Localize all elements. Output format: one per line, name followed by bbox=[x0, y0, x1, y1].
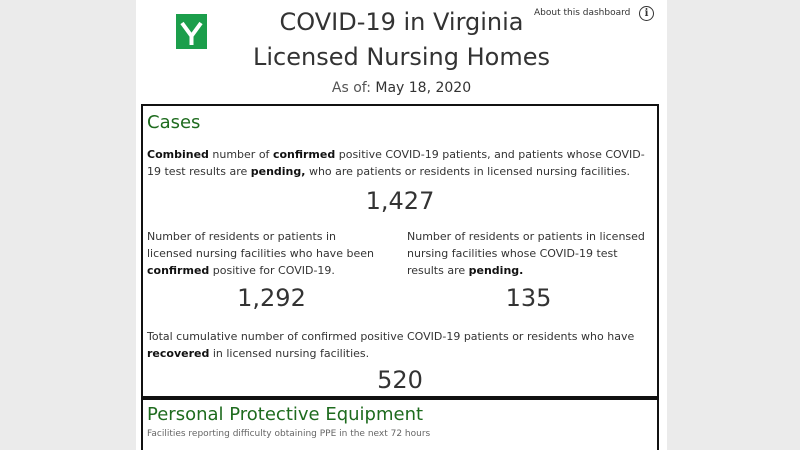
recovered-description: Total cumulative number of confirmed pos… bbox=[147, 330, 635, 360]
ppe-subtitle: Facilities reporting difficulty obtainin… bbox=[147, 429, 431, 439]
as-of-value: May 18, 2020 bbox=[375, 80, 472, 96]
combined-count: 1,427 bbox=[365, 187, 435, 215]
pending-description: Number of residents or patients in licen… bbox=[407, 230, 645, 277]
as-of-date: As of: May 18, 2020 bbox=[136, 80, 667, 96]
ppe-panel: Personal Protective Equipment Facilities… bbox=[141, 398, 659, 450]
virginia-logo-icon bbox=[176, 14, 207, 49]
page-title-line2: Licensed Nursing Homes bbox=[253, 43, 550, 71]
about-dashboard-link[interactable]: About this dashboard bbox=[534, 8, 631, 18]
info-icon[interactable]: i bbox=[639, 6, 654, 21]
ppe-title: Personal Protective Equipment bbox=[147, 404, 424, 425]
as-of-label: As of: bbox=[331, 80, 371, 96]
confirmed-count: 1,292 bbox=[237, 284, 306, 312]
pending-count: 135 bbox=[505, 284, 552, 312]
cases-panel: Cases Combined number of confirmed posit… bbox=[141, 104, 659, 398]
cases-title: Cases bbox=[147, 112, 201, 133]
page-title-line1: COVID-19 in Virginia bbox=[279, 8, 524, 36]
recovered-count: 520 bbox=[377, 366, 423, 394]
dashboard-page: COVID-19 in Virginia Licensed Nursing Ho… bbox=[136, 0, 667, 450]
combined-description: Combined number of confirmed positive CO… bbox=[147, 148, 645, 178]
confirmed-description: Number of residents or patients in licen… bbox=[147, 230, 374, 277]
